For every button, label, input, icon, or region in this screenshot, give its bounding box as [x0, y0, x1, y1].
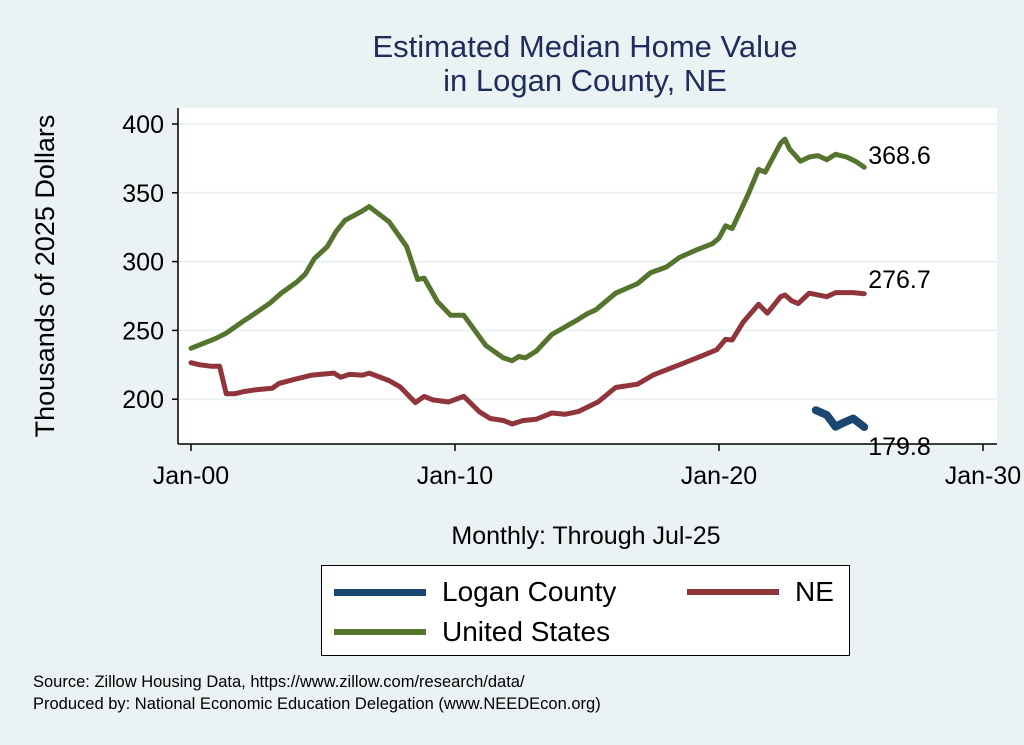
x-tick-label: Jan-10 [417, 462, 493, 490]
legend-item-united-states: United States [334, 616, 610, 648]
x-tick-label: Jan-30 [945, 462, 1021, 490]
series-line-ne [188, 290, 867, 427]
series-line-united-states [188, 136, 867, 364]
x-tick-label: Jan-00 [153, 462, 229, 490]
chart-title-line-2: in Logan County, NE [443, 63, 727, 98]
end-value-label: 368.6 [868, 142, 931, 170]
legend-swatch [334, 588, 426, 596]
legend-label: NE [795, 576, 834, 607]
end-value-label: 179.8 [868, 433, 931, 461]
y-tick-label: 350 [122, 180, 164, 208]
y-tick-label: 250 [122, 317, 164, 345]
y-tick-label: 400 [122, 111, 164, 139]
legend-label: Logan County [442, 576, 617, 607]
y-tick-label: 200 [122, 386, 164, 414]
end-value-label: 276.7 [868, 266, 931, 294]
series-line-logan-county [811, 406, 869, 431]
produced-by-note: Produced by: National Economic Education… [33, 695, 601, 713]
legend-label: United States [442, 616, 611, 647]
x-tick-label: Jan-20 [681, 462, 757, 490]
y-axis-label: Thousands of 2025 Dollars [30, 115, 60, 438]
legend-item-logan-county: Logan County [334, 576, 616, 608]
chart-title-line-1: Estimated Median Home Value [372, 29, 798, 64]
legend-item-ne: NE [687, 576, 834, 608]
x-axis-label: Monthly: Through Jul-25 [451, 522, 720, 550]
y-tick-label: 300 [122, 249, 164, 277]
legend-swatch [687, 589, 779, 595]
legend-swatch [334, 629, 426, 635]
source-note: Source: Zillow Housing Data, https://www… [33, 673, 525, 691]
legend: Logan County NE United States [321, 565, 850, 656]
